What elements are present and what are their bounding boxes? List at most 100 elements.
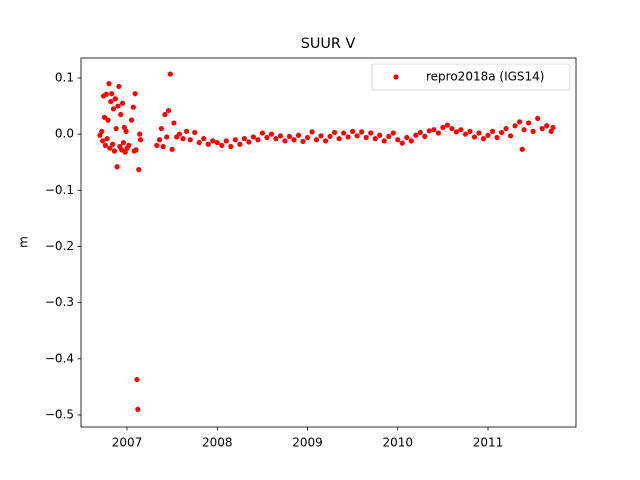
data-point (205, 141, 211, 147)
data-point (232, 137, 238, 143)
data-point (286, 133, 293, 140)
data-point (167, 71, 173, 77)
data-point (132, 91, 138, 97)
data-point (101, 114, 108, 120)
data-point (154, 142, 160, 148)
data-point (228, 143, 234, 150)
data-point (100, 138, 106, 144)
data-point (417, 129, 423, 136)
x-tick-label: 2009 (292, 436, 323, 450)
data-point (485, 132, 491, 138)
data-point (97, 132, 103, 138)
data-point (449, 125, 455, 132)
x-tick-label: 2011 (473, 436, 504, 450)
data-point (119, 100, 126, 106)
data-point (116, 83, 122, 90)
data-point (413, 132, 419, 138)
data-point (109, 91, 115, 97)
data-point (548, 128, 554, 134)
data-point (544, 123, 550, 129)
data-point (108, 98, 114, 105)
data-point (122, 149, 128, 155)
data-point (467, 128, 473, 134)
y-tick-label: −0.3 (45, 295, 74, 309)
data-point (192, 129, 198, 136)
data-point (158, 125, 164, 132)
data-point (210, 138, 216, 144)
data-point (164, 134, 170, 140)
data-point (106, 81, 112, 87)
data-point (264, 134, 270, 141)
data-point (123, 128, 129, 134)
data-point (304, 134, 311, 141)
data-point (282, 138, 288, 144)
data-point (255, 137, 261, 143)
data-point (498, 129, 505, 136)
data-point (404, 134, 410, 141)
data-point (331, 129, 338, 136)
data-point (250, 134, 256, 140)
data-point (165, 107, 172, 114)
data-point (377, 132, 383, 138)
data-point (107, 145, 113, 151)
data-point (169, 146, 175, 152)
data-point (187, 137, 193, 143)
y-tick-label: −0.2 (45, 239, 74, 253)
data-point (105, 117, 111, 123)
x-tick-label: 2008 (202, 436, 233, 450)
data-point (381, 138, 387, 144)
data-point (112, 96, 118, 102)
data-point (136, 166, 142, 173)
data-point (126, 142, 132, 148)
legend-box (371, 63, 571, 91)
data-point (183, 128, 190, 134)
data-point (313, 137, 320, 143)
data-point (128, 117, 135, 123)
data-point (246, 139, 252, 145)
data-point (273, 136, 279, 142)
data-point (171, 120, 177, 126)
data-point (196, 139, 202, 146)
data-point (214, 139, 220, 146)
data-point (130, 104, 136, 110)
data-point (137, 131, 143, 137)
data-point (489, 128, 496, 134)
chart-title: SUUR V (301, 36, 356, 52)
data-point (516, 119, 523, 125)
data-point (104, 136, 110, 142)
data-point (521, 127, 527, 133)
data-point (399, 140, 405, 146)
data-point (458, 127, 464, 133)
legend-marker (393, 74, 399, 80)
data-point (363, 134, 369, 141)
data-point (386, 133, 392, 140)
data-point (372, 136, 378, 142)
data-point (241, 136, 247, 142)
data-point (453, 129, 460, 135)
y-axis-label: m (17, 236, 31, 248)
data-point (134, 376, 140, 383)
data-point (295, 132, 302, 138)
y-tick-label: −0.5 (45, 407, 74, 421)
data-point (494, 134, 500, 141)
data-point (422, 133, 428, 140)
data-point (503, 125, 509, 132)
data-point (390, 130, 396, 136)
data-point (237, 141, 243, 147)
data-point (550, 124, 556, 131)
data-point (259, 130, 265, 136)
y-tick-label: −0.4 (45, 351, 74, 365)
data-point (291, 137, 297, 143)
data-point (99, 128, 105, 134)
data-point (120, 139, 127, 146)
data-point (114, 164, 120, 170)
data-point (350, 128, 356, 134)
data-point (133, 147, 139, 153)
x-tick-label: 2007 (112, 436, 143, 450)
data-point (435, 130, 441, 136)
data-point (111, 148, 117, 154)
data-point (156, 137, 163, 143)
data-point (395, 137, 401, 143)
data-point (471, 134, 478, 140)
